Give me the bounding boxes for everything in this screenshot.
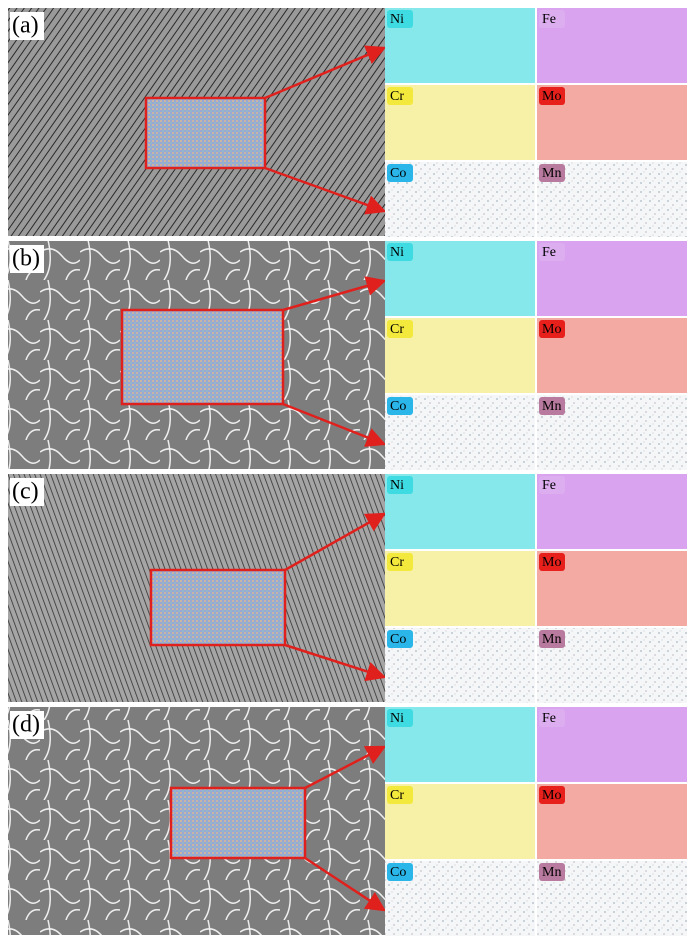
element-label: Co: [390, 399, 406, 414]
element-label: Mn: [542, 399, 561, 414]
element-label: Co: [390, 865, 406, 880]
element-label: Ni: [390, 12, 404, 27]
element-label: Cr: [390, 89, 404, 104]
element-label: Co: [390, 166, 406, 181]
element-label: Co: [390, 632, 406, 647]
element-label: Ni: [390, 478, 404, 493]
element-label: Fe: [542, 478, 556, 493]
element-label: Mo: [542, 89, 561, 104]
element-label: Mn: [542, 632, 561, 647]
element-label: Fe: [542, 245, 556, 260]
panel-label: (c): [12, 479, 39, 505]
element-label: Fe: [542, 12, 556, 27]
element-label: Mo: [542, 788, 561, 803]
element-label: Fe: [542, 711, 556, 726]
element-label: Cr: [390, 555, 404, 570]
panel-label: (d): [12, 712, 40, 738]
panel-label: (a): [12, 13, 39, 39]
panel-label: (b): [12, 246, 40, 272]
element-label: Mo: [542, 555, 561, 570]
element-label: Ni: [390, 245, 404, 260]
element-label: Cr: [390, 322, 404, 337]
eds-overlay: [122, 310, 283, 404]
figure: (a) Ni Fe Cr Mo Co Mn (b) Ni Fe Cr Mo Co Mn (c) Ni Fe Cr M…: [0, 0, 687, 937]
element-label: Cr: [390, 788, 404, 803]
page: (a) Ni Fe Cr Mo Co Mn (b) Ni Fe Cr Mo Co Mn (c) Ni Fe Cr M…: [0, 0, 687, 937]
element-label: Mn: [542, 865, 561, 880]
element-label: Mn: [542, 166, 561, 181]
eds-overlay: [146, 98, 265, 168]
eds-overlay: [151, 570, 285, 645]
element-label: Ni: [390, 711, 404, 726]
eds-overlay: [171, 788, 305, 858]
element-label: Mo: [542, 322, 561, 337]
